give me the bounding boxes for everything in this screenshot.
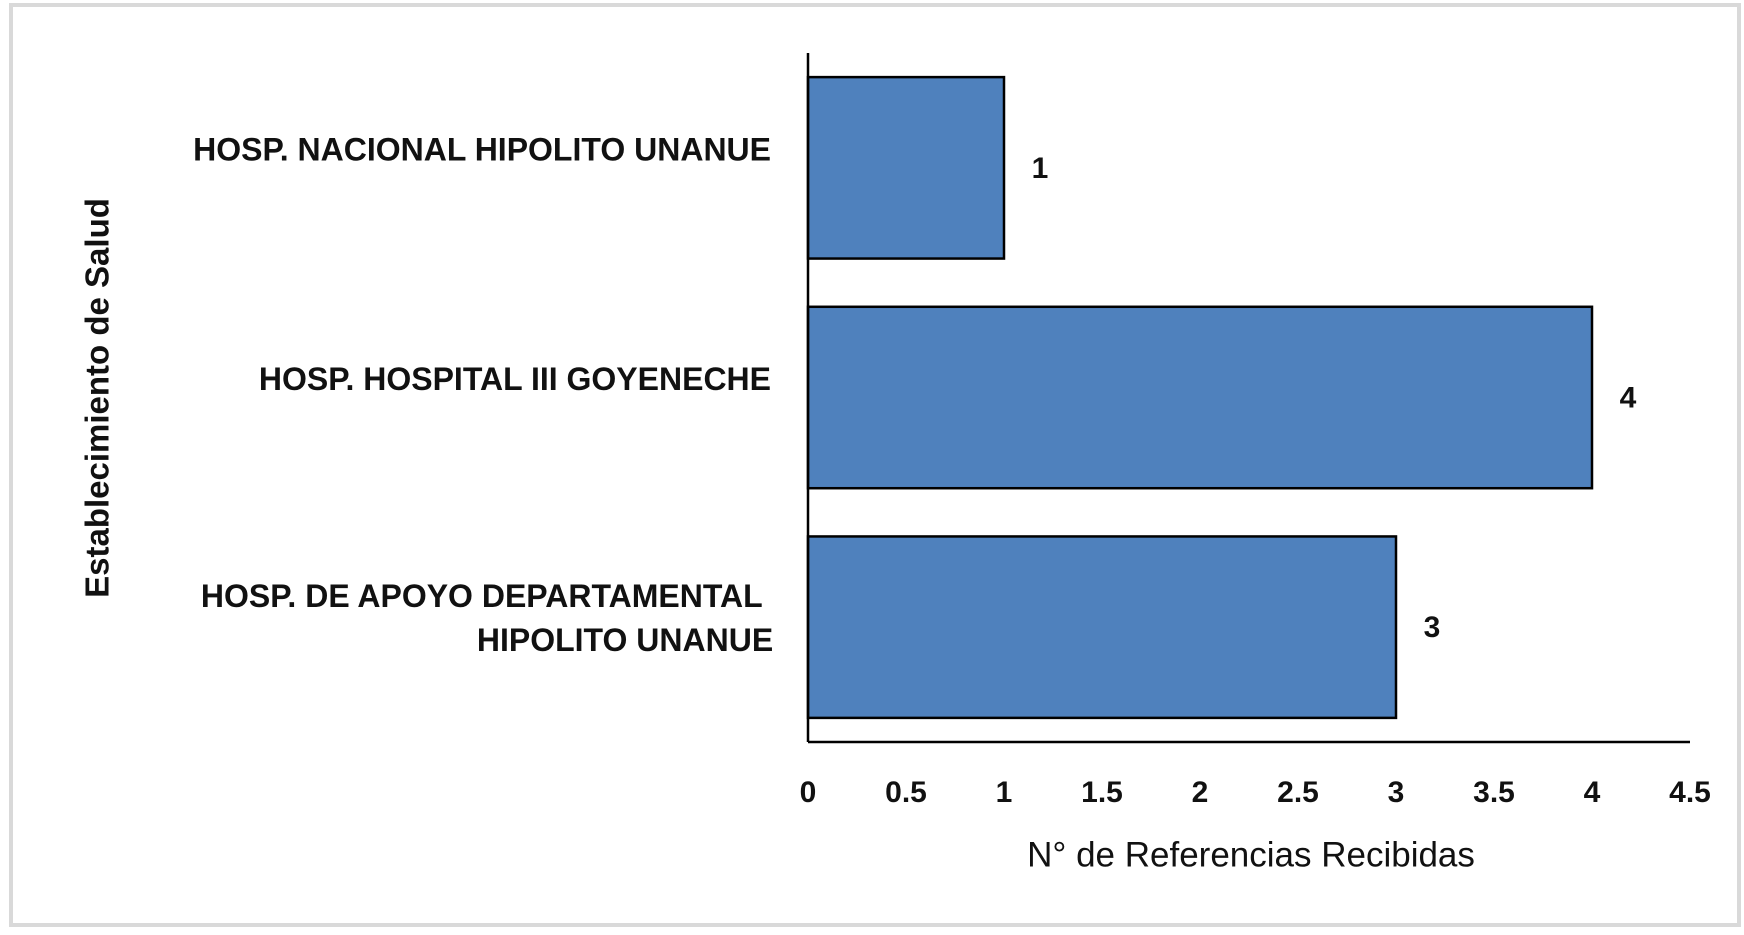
x-axis-label: N° de Referencias Recibidas xyxy=(1027,835,1475,874)
data-label: 3 xyxy=(1424,611,1441,644)
bar xyxy=(806,305,1594,490)
data-label: 4 xyxy=(1620,381,1637,414)
y-tick-label-line: HOSP. DE APOYO DEPARTAMENTAL xyxy=(201,579,771,615)
x-tick-label: 0.5 xyxy=(885,776,927,809)
x-tick-label: 4.5 xyxy=(1669,776,1711,809)
y-tick-label: HOSP. NACIONAL HIPOLITO UNANUE xyxy=(193,131,771,167)
x-tick-label: 2 xyxy=(1192,776,1209,809)
bar xyxy=(806,535,1398,720)
x-tick-label: 3 xyxy=(1388,776,1405,809)
y-axis-label: Establecimiento de Salud xyxy=(79,198,116,598)
bar xyxy=(806,75,1006,260)
y-tick-label-line: HIPOLITO UNANUE xyxy=(477,623,773,659)
y-tick-label: HOSP. DE APOYO DEPARTAMENTAL HIPOLITO UN… xyxy=(201,579,773,659)
x-tick-label: 3.5 xyxy=(1473,776,1515,809)
x-tick-label: 0 xyxy=(800,776,817,809)
x-tick-label: 4 xyxy=(1584,776,1601,809)
data-label: 1 xyxy=(1032,152,1049,185)
x-tick-label: 2.5 xyxy=(1277,776,1319,809)
x-tick-label: 1 xyxy=(996,776,1013,809)
x-tick-label: 1.5 xyxy=(1081,776,1123,809)
y-tick-label: HOSP. HOSPITAL III GOYENECHE xyxy=(259,361,771,397)
